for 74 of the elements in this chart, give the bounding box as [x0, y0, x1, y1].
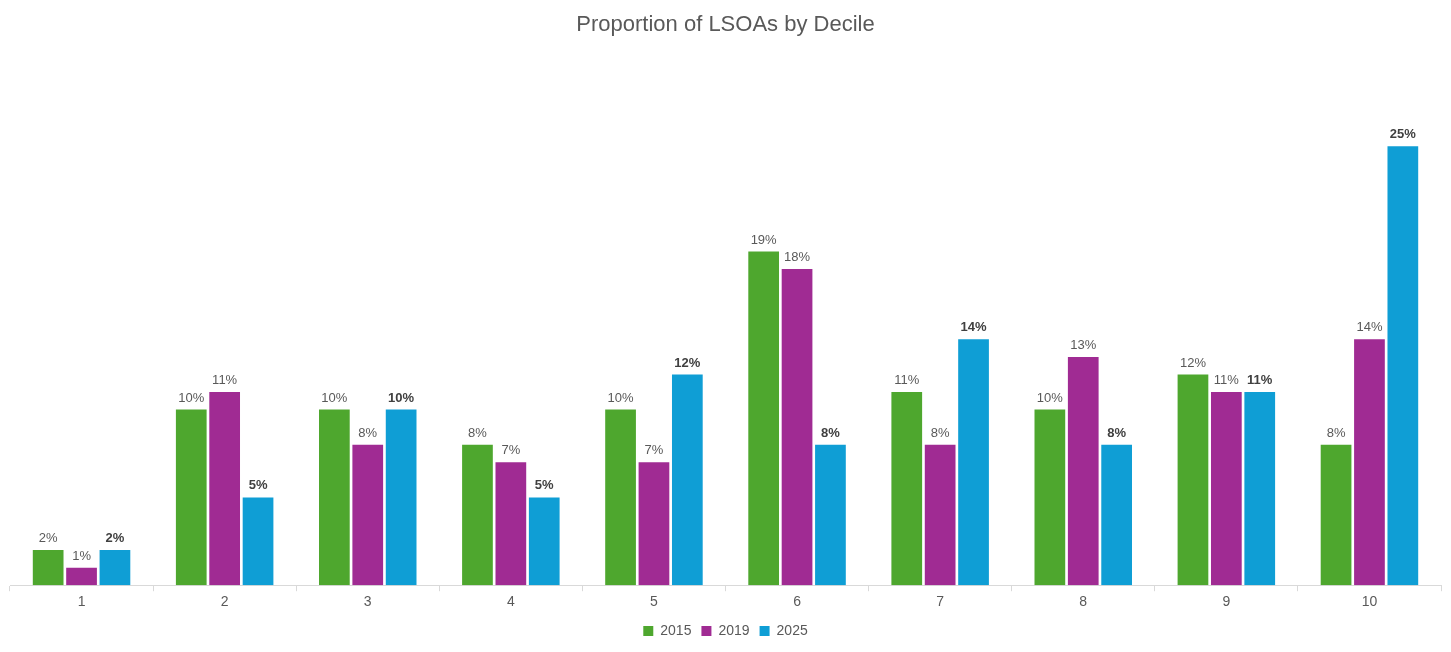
bar: [1354, 339, 1385, 586]
bar: [242, 497, 274, 586]
data-label: 10%: [321, 389, 348, 405]
x-tick-label: 7: [936, 593, 945, 610]
legend-label: 2019: [718, 621, 750, 638]
data-label: 11%: [212, 372, 238, 388]
bar: [495, 462, 527, 586]
bar: [1034, 409, 1066, 586]
data-label: 8%: [1326, 424, 1346, 440]
data-label: 25%: [1389, 126, 1417, 142]
bar: [209, 392, 241, 586]
legend-label: 2025: [776, 621, 808, 638]
bar: [781, 269, 813, 586]
x-tick-label: 3: [363, 593, 372, 610]
data-label: 14%: [960, 319, 987, 335]
bar: [1067, 356, 1099, 586]
data-label: 13%: [1070, 337, 1097, 352]
x-tick-label: 8: [1079, 593, 1088, 610]
data-label: 11%: [894, 372, 920, 388]
data-label: 2%: [38, 530, 58, 546]
data-label: 1%: [72, 547, 92, 563]
data-label: 10%: [1036, 389, 1064, 405]
data-label: 8%: [468, 424, 488, 440]
bar: [175, 409, 207, 586]
bar: [958, 339, 989, 586]
legend-label: 2015: [660, 621, 692, 638]
data-label: 10%: [607, 389, 634, 405]
data-label: 12%: [1179, 354, 1207, 370]
x-tick-label: 9: [1222, 593, 1231, 610]
data-label: 5%: [248, 477, 268, 493]
bar: [671, 374, 703, 586]
data-label: 5%: [534, 477, 555, 493]
bar: [891, 392, 923, 586]
bar: [99, 550, 131, 586]
data-label: 10%: [178, 389, 205, 405]
x-tick-label: 10: [1361, 593, 1378, 610]
bar: [605, 409, 636, 586]
bar: [319, 409, 350, 586]
bar: [1387, 146, 1419, 586]
bar: [528, 497, 560, 586]
bar: [1320, 444, 1352, 586]
bar: [1101, 444, 1132, 586]
data-label: 7%: [501, 442, 521, 458]
data-label: 19%: [750, 231, 778, 247]
bar: [1210, 392, 1242, 586]
bar: [638, 462, 670, 586]
data-label: 10%: [388, 389, 415, 405]
bar: [66, 567, 97, 586]
bar: [352, 444, 384, 586]
data-label: 18%: [784, 249, 811, 265]
data-label: 8%: [821, 424, 841, 440]
x-tick-label: 1: [77, 593, 86, 610]
data-label: 11%: [1213, 372, 1240, 388]
x-tick-label: 5: [650, 593, 659, 610]
data-label: 14%: [1356, 319, 1383, 335]
bar: [385, 409, 417, 586]
x-tick-label: 4: [506, 593, 515, 610]
data-label: 7%: [644, 442, 664, 458]
bar: [32, 550, 64, 586]
chart-title: Proportion of LSOAs by Decile: [576, 11, 875, 37]
bar: [1177, 374, 1209, 586]
x-tick-label: 2: [220, 593, 229, 610]
bar: [462, 444, 493, 586]
data-label: 8%: [358, 424, 378, 440]
data-label: 8%: [1107, 424, 1127, 440]
bar: [815, 444, 846, 586]
data-label: 11%: [1247, 372, 1273, 388]
data-label: 2%: [105, 530, 125, 546]
bar: [748, 251, 780, 586]
bar: [924, 444, 956, 586]
data-label: 12%: [674, 354, 701, 370]
x-tick-label: 6: [793, 593, 802, 610]
data-label: 8%: [930, 424, 950, 440]
bar: [1244, 392, 1276, 586]
